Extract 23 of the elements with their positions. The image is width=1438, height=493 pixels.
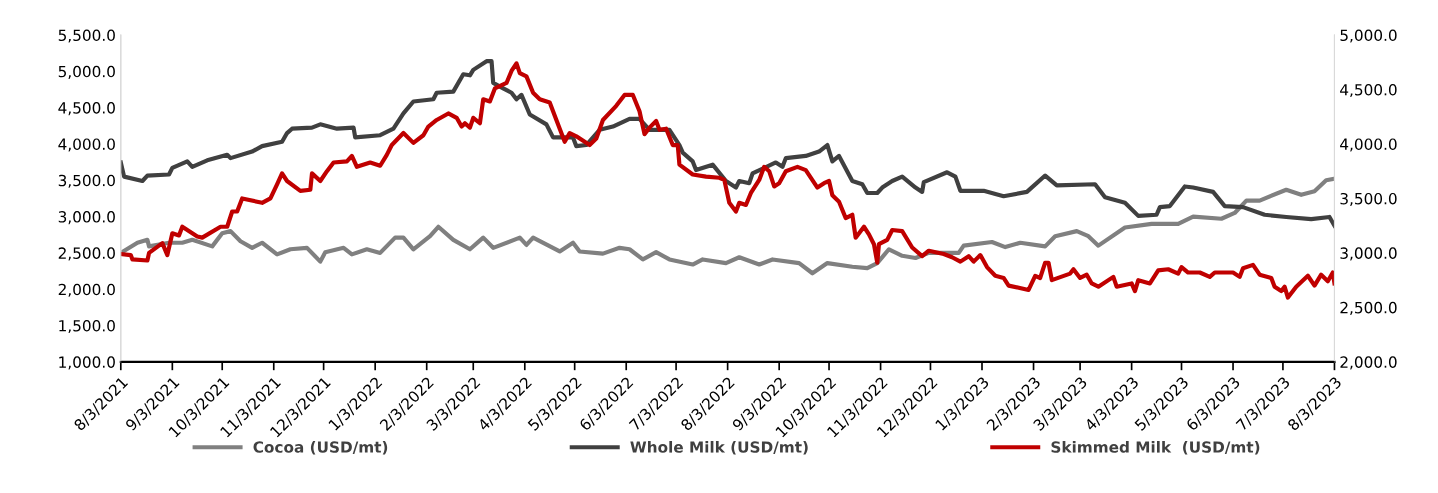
y-tick-label: 4,500.0: [58, 102, 115, 116]
y2-tick-label: 5,000.0: [1340, 29, 1397, 43]
y-tick-label: 1,500.0: [59, 320, 115, 334]
y2-tick-label: 2,500.0: [1340, 301, 1397, 315]
line-series: [120, 176, 1335, 276]
legend-label: Whole Milk (USD/mt): [630, 440, 808, 455]
y2-tick-label: 3,000.0: [1340, 247, 1397, 261]
y-tick-label: 2,000.0: [58, 283, 115, 297]
y2-tick-label: 4,000.0: [1340, 138, 1397, 152]
y-tick-label: 4,000.0: [58, 138, 115, 152]
y-tick-label: 5,000.0: [58, 65, 115, 79]
y-tick-label: 2,500.0: [58, 247, 115, 261]
line-series: [120, 59, 1335, 228]
y-tick-label: 1,000.0: [59, 356, 115, 370]
y2-tick-label: 4,500.0: [1340, 83, 1397, 98]
y-tick-label: 3,000.0: [58, 211, 115, 225]
y2-tick-label: 2,000.0: [1340, 356, 1397, 370]
y-tick-label: 3,500.0: [58, 174, 115, 188]
y-tick-label: 5,500.0: [58, 29, 115, 43]
line-series: [120, 61, 1335, 300]
y2-tick-label: 3,500.0: [1340, 192, 1397, 207]
legend-label: Skimmed Milk (USD/mt): [1051, 440, 1260, 455]
legend-label: Cocoa (USD/mt): [253, 441, 388, 455]
